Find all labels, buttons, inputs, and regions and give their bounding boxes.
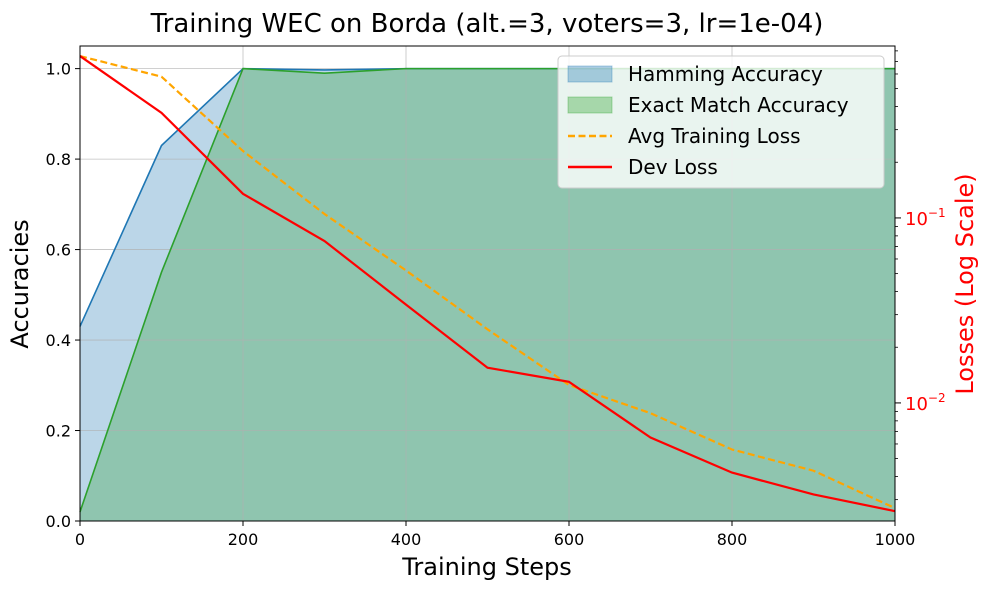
legend-label-dev-loss: Dev Loss xyxy=(628,155,718,179)
dev-loss-line xyxy=(79,55,896,513)
left-axis: 0.0 0.2 0.4 0.6 0.8 1.0 xyxy=(46,60,80,531)
y-tick-label: 0.2 xyxy=(46,422,71,441)
x-tick-label: 600 xyxy=(554,530,585,549)
x-tick-label: 1000 xyxy=(875,530,916,549)
y2-axis-label: Losses (Log Scale) xyxy=(951,173,979,394)
y-axis-label: Accuracies xyxy=(6,219,34,348)
right-axis: 10−2 10−1 xyxy=(895,50,946,501)
legend: Hamming Accuracy Exact Match Accuracy Avg … xyxy=(557,55,885,189)
legend-label-exact-match-accuracy: Exact Match Accuracy xyxy=(628,93,849,117)
chart-title: Training WEC on Borda (alt.=3, voters=3,… xyxy=(150,9,824,39)
y-tick-label: 0.8 xyxy=(46,150,71,169)
avg-training-loss-line xyxy=(79,54,896,510)
x-tick-label: 0 xyxy=(75,530,85,549)
y-tick-label: 0.4 xyxy=(46,331,71,350)
y2-tick-label: 10−2 xyxy=(905,391,946,415)
legend-swatch-exact-match-accuracy xyxy=(567,96,613,114)
plot-frame xyxy=(79,45,896,522)
x-tick-label: 400 xyxy=(391,530,422,549)
legend-label-avg-training-loss: Avg Training Loss xyxy=(628,124,801,148)
x-axis-label: Training Steps xyxy=(401,553,571,581)
x-tick-label: 800 xyxy=(717,530,748,549)
legend-label-hamming-accuracy: Hamming Accuracy xyxy=(628,62,823,86)
y-tick-label: 0.0 xyxy=(46,512,71,531)
y-tick-label: 0.6 xyxy=(46,241,71,260)
x-tick-label: 200 xyxy=(228,530,259,549)
legend-box xyxy=(557,55,885,189)
legend-swatch-hamming-accuracy xyxy=(567,65,613,83)
bottom-axis: 0 200 400 600 800 1000 xyxy=(75,521,915,549)
y2-tick-label: 10−1 xyxy=(905,206,946,230)
y-tick-label: 1.0 xyxy=(46,60,71,79)
